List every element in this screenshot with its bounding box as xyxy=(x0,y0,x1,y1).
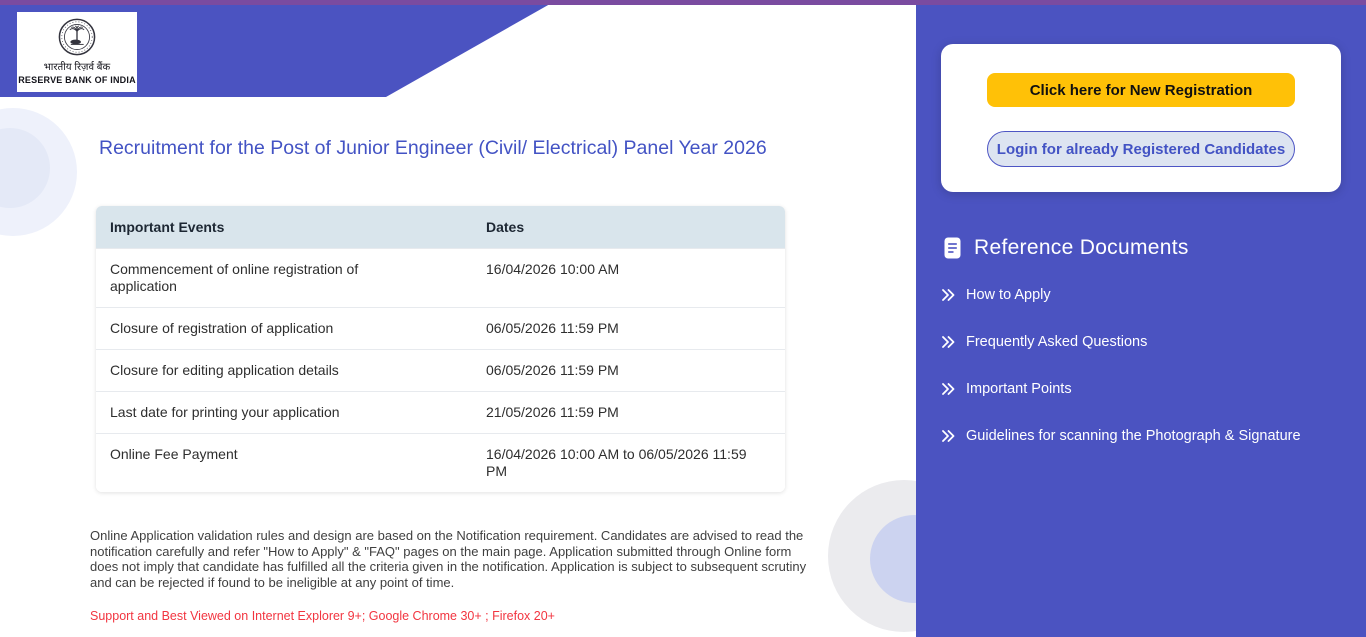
table-row: Last date for printing your application … xyxy=(96,391,785,433)
reference-document-link[interactable]: Important Points xyxy=(941,381,1301,397)
column-header-events: Important Events xyxy=(110,219,225,235)
double-chevron-icon xyxy=(941,430,955,442)
top-accent-strip xyxy=(0,0,1366,5)
table-row: Closure of registration of application 0… xyxy=(96,307,785,349)
event-date-cell: 21/05/2026 11:59 PM xyxy=(486,404,619,420)
disclaimer-text: Online Application validation rules and … xyxy=(90,528,807,590)
rbi-logo: भारतीय रिज़र्व बैंक RESERVE BANK OF INDI… xyxy=(17,12,137,92)
reference-documents-title: Reference Documents xyxy=(974,236,1189,259)
table-row: Online Fee Payment 16/04/2026 10:00 AM t… xyxy=(96,433,785,492)
important-events-table: Important Events Dates Commencement of o… xyxy=(96,206,785,492)
event-date-cell: 06/05/2026 11:59 PM xyxy=(486,362,619,378)
table-header-row: Important Events Dates xyxy=(96,206,785,248)
event-date-cell: 16/04/2026 10:00 AM to 06/05/2026 11:59 … xyxy=(486,446,747,479)
event-name-cell: Closure of registration of application xyxy=(110,320,334,336)
reference-document-link[interactable]: Guidelines for scanning the Photograph &… xyxy=(941,428,1301,444)
event-date-cell: 06/05/2026 11:59 PM xyxy=(486,320,619,336)
page-title: Recruitment for the Post of Junior Engin… xyxy=(99,137,767,159)
reference-document-link[interactable]: How to Apply xyxy=(941,287,1301,303)
table-row: Closure for editing application details … xyxy=(96,349,785,391)
rbi-emblem-icon xyxy=(58,18,96,61)
event-name-cell: Last date for printing your application xyxy=(110,404,340,420)
reference-document-link-label: Guidelines for scanning the Photograph &… xyxy=(966,428,1301,444)
table-row: Commencement of online registration of a… xyxy=(96,248,785,307)
double-chevron-icon xyxy=(941,336,955,348)
reference-document-link-label: How to Apply xyxy=(966,287,1051,303)
browser-support-note: Support and Best Viewed on Internet Expl… xyxy=(90,609,555,623)
reference-documents-header: Reference Documents xyxy=(944,236,1189,260)
event-date-cell: 16/04/2026 10:00 AM xyxy=(486,261,620,277)
column-header-dates: Dates xyxy=(486,219,525,235)
reference-document-link[interactable]: Frequently Asked Questions xyxy=(941,334,1301,350)
registration-card: Click here for New Registration Login fo… xyxy=(941,44,1341,192)
event-name-cell: Commencement of online registration of a… xyxy=(110,261,359,294)
document-icon xyxy=(944,237,961,259)
login-button[interactable]: Login for already Registered Candidates xyxy=(987,131,1295,167)
event-name-cell: Online Fee Payment xyxy=(110,446,238,462)
event-name-cell: Closure for editing application details xyxy=(110,362,339,378)
double-chevron-icon xyxy=(941,383,955,395)
double-chevron-icon xyxy=(941,289,955,301)
reference-document-link-label: Important Points xyxy=(966,381,1072,397)
new-registration-button[interactable]: Click here for New Registration xyxy=(987,73,1295,107)
rbi-english-name: RESERVE BANK OF INDIA xyxy=(18,75,136,85)
reference-document-link-label: Frequently Asked Questions xyxy=(966,334,1148,350)
reference-documents-list: How to Apply Frequently Asked Questions … xyxy=(941,287,1301,444)
rbi-hindi-name: भारतीय रिज़र्व बैंक xyxy=(43,62,111,73)
